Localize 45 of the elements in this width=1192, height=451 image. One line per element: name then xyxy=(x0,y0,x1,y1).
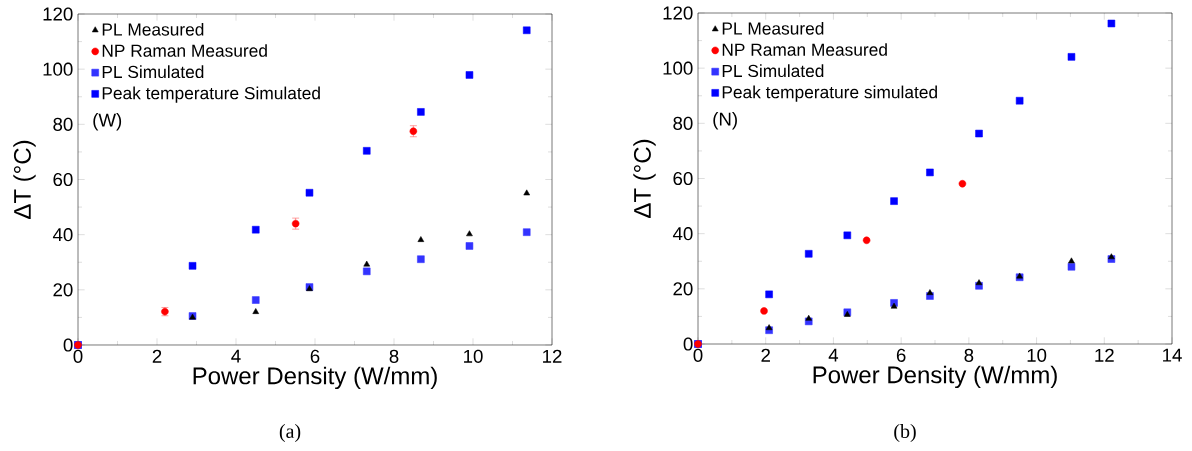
x-tick-label: 10 xyxy=(464,349,483,363)
legend-label: Peak temperature Simulated xyxy=(102,86,320,103)
x-tick-label: 14 xyxy=(1163,348,1182,362)
legend-label: PL Measured xyxy=(722,21,824,35)
x-tick-label: 6 xyxy=(310,349,320,363)
y-tick-label: 120 xyxy=(663,6,693,20)
legend-label: NP Raman Measured xyxy=(102,44,267,57)
y-tick-label: 20 xyxy=(673,282,693,296)
y-tick-label: 40 xyxy=(52,228,73,242)
text: (a) xyxy=(279,423,301,443)
x-axis-title: Power Density (W/mm) xyxy=(193,366,437,390)
y-tick-label: 120 xyxy=(43,7,73,21)
y-tick-label: 100 xyxy=(43,62,73,76)
text: (b) xyxy=(894,423,916,443)
legend-label: PL Simulated xyxy=(102,65,204,79)
x-tick-label: 8 xyxy=(389,349,399,363)
legend-label: PL Measured xyxy=(102,22,204,36)
x-tick-label: 0 xyxy=(73,349,83,363)
x-tick-label: 12 xyxy=(1095,348,1114,362)
legend-label: PL Simulated xyxy=(722,64,824,78)
y-tick-label: 20 xyxy=(53,283,73,297)
x-axis-title: Power Density (W/mm) xyxy=(813,365,1057,389)
y-tick-label: 80 xyxy=(673,116,693,130)
x-tick-label: 6 xyxy=(896,348,906,362)
annotation: (N) xyxy=(713,112,737,130)
x-tick-label: 2 xyxy=(152,349,162,363)
y-tick-label: 100 xyxy=(663,61,693,75)
y-tick-label: 60 xyxy=(673,171,693,186)
annotation: (W) xyxy=(93,113,122,131)
y-tick-label: 0 xyxy=(63,338,73,352)
x-tick-label: 4 xyxy=(828,348,839,362)
y-tick-label: 0 xyxy=(683,337,693,351)
x-tick-label: 0 xyxy=(693,348,703,362)
x-tick-label: 10 xyxy=(1027,348,1047,362)
y-tick-label: 60 xyxy=(53,172,73,187)
x-tick-label: 8 xyxy=(964,348,974,362)
legend-label: NP Raman Measured xyxy=(722,43,887,56)
x-tick-label: 12 xyxy=(543,349,562,363)
y-axis-title: ΔT (°C) xyxy=(13,140,36,219)
x-tick-label: 2 xyxy=(761,348,770,362)
legend-label: Peak temperature simulated xyxy=(722,85,937,102)
y-axis-title: ΔT (°C) xyxy=(633,139,656,218)
x-tick-label: 4 xyxy=(231,349,241,363)
y-tick-label: 40 xyxy=(672,227,693,241)
y-tick-label: 80 xyxy=(53,117,73,131)
